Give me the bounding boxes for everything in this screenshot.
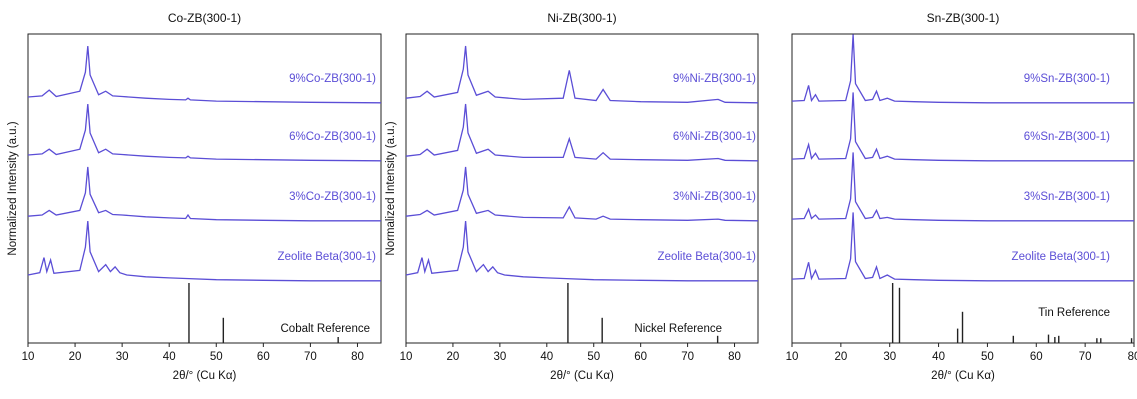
- series-line: [791, 152, 1134, 222]
- x-tick-label: 10: [786, 351, 799, 363]
- x-tick-label: 70: [1079, 351, 1092, 363]
- series-label: 3%Sn-ZB(300-1): [1024, 191, 1110, 203]
- x-axis-label: 2θ/° (Cu Kα): [173, 370, 237, 382]
- x-tick-label: 40: [540, 351, 553, 363]
- reference-label: Tin Reference: [1038, 307, 1110, 319]
- series-label: Zeolite Beta(300-1): [278, 251, 377, 263]
- series-label: 9%Ni-ZB(300-1): [673, 73, 756, 85]
- x-tick-label: 70: [304, 351, 317, 363]
- x-tick-label: 10: [400, 351, 413, 363]
- series-line: [405, 221, 758, 282]
- series-line: [791, 92, 1134, 162]
- x-tick-label: 50: [981, 351, 994, 363]
- x-tick-label: 80: [728, 351, 741, 363]
- series-label: 9%Sn-ZB(300-1): [1024, 73, 1110, 85]
- panel-title: Co-ZB(300-1): [168, 11, 241, 25]
- series-line: [27, 166, 381, 222]
- x-tick-label: 60: [257, 351, 270, 363]
- x-tick-label: 60: [634, 351, 647, 363]
- reference-label: Nickel Reference: [634, 323, 722, 335]
- x-tick-label: 80: [351, 351, 364, 363]
- x-tick-label: 40: [163, 351, 176, 363]
- x-tick-label: 60: [1030, 351, 1043, 363]
- x-tick-label: 20: [834, 351, 847, 363]
- series-line: [405, 45, 759, 104]
- x-tick-label: 50: [210, 351, 223, 363]
- x-tick-label: 20: [447, 351, 460, 363]
- x-axis-label: 2θ/° (Cu Kα): [550, 370, 614, 382]
- series-line: [405, 103, 759, 162]
- x-tick-label: 30: [883, 351, 896, 363]
- series-label: 6%Co-ZB(300-1): [289, 131, 376, 143]
- panel-title: Sn-ZB(300-1): [927, 11, 1000, 25]
- series-line: [405, 166, 759, 222]
- series-line: [27, 45, 382, 104]
- y-axis-label: Normalized Intensity (a.u.): [385, 121, 397, 255]
- series-label: Zeolite Beta(300-1): [658, 251, 757, 263]
- series-label: Zeolite Beta(300-1): [1012, 251, 1111, 263]
- x-tick-label: 80: [1128, 351, 1137, 363]
- series-line: [791, 34, 1134, 104]
- x-tick-label: 30: [116, 351, 129, 363]
- x-tick-label: 20: [69, 351, 82, 363]
- series-label: 6%Ni-ZB(300-1): [673, 131, 756, 143]
- reference-label: Cobalt Reference: [281, 323, 371, 335]
- x-tick-label: 30: [493, 351, 506, 363]
- series-label: 3%Co-ZB(300-1): [289, 191, 376, 203]
- series-label: 6%Sn-ZB(300-1): [1024, 131, 1110, 143]
- series-line: [27, 221, 381, 282]
- series-line: [27, 103, 382, 162]
- x-axis-label: 2θ/° (Cu Kα): [931, 370, 995, 382]
- series-line: [791, 212, 1134, 282]
- series-label: 9%Co-ZB(300-1): [289, 73, 376, 85]
- x-tick-label: 10: [22, 351, 35, 363]
- y-axis-label: Normalized Intensity (a.u.): [7, 121, 19, 255]
- x-tick-label: 70: [681, 351, 694, 363]
- panel-title: Ni-ZB(300-1): [547, 11, 616, 25]
- series-label: 3%Ni-ZB(300-1): [673, 191, 756, 203]
- x-tick-label: 50: [587, 351, 600, 363]
- x-tick-label: 40: [932, 351, 945, 363]
